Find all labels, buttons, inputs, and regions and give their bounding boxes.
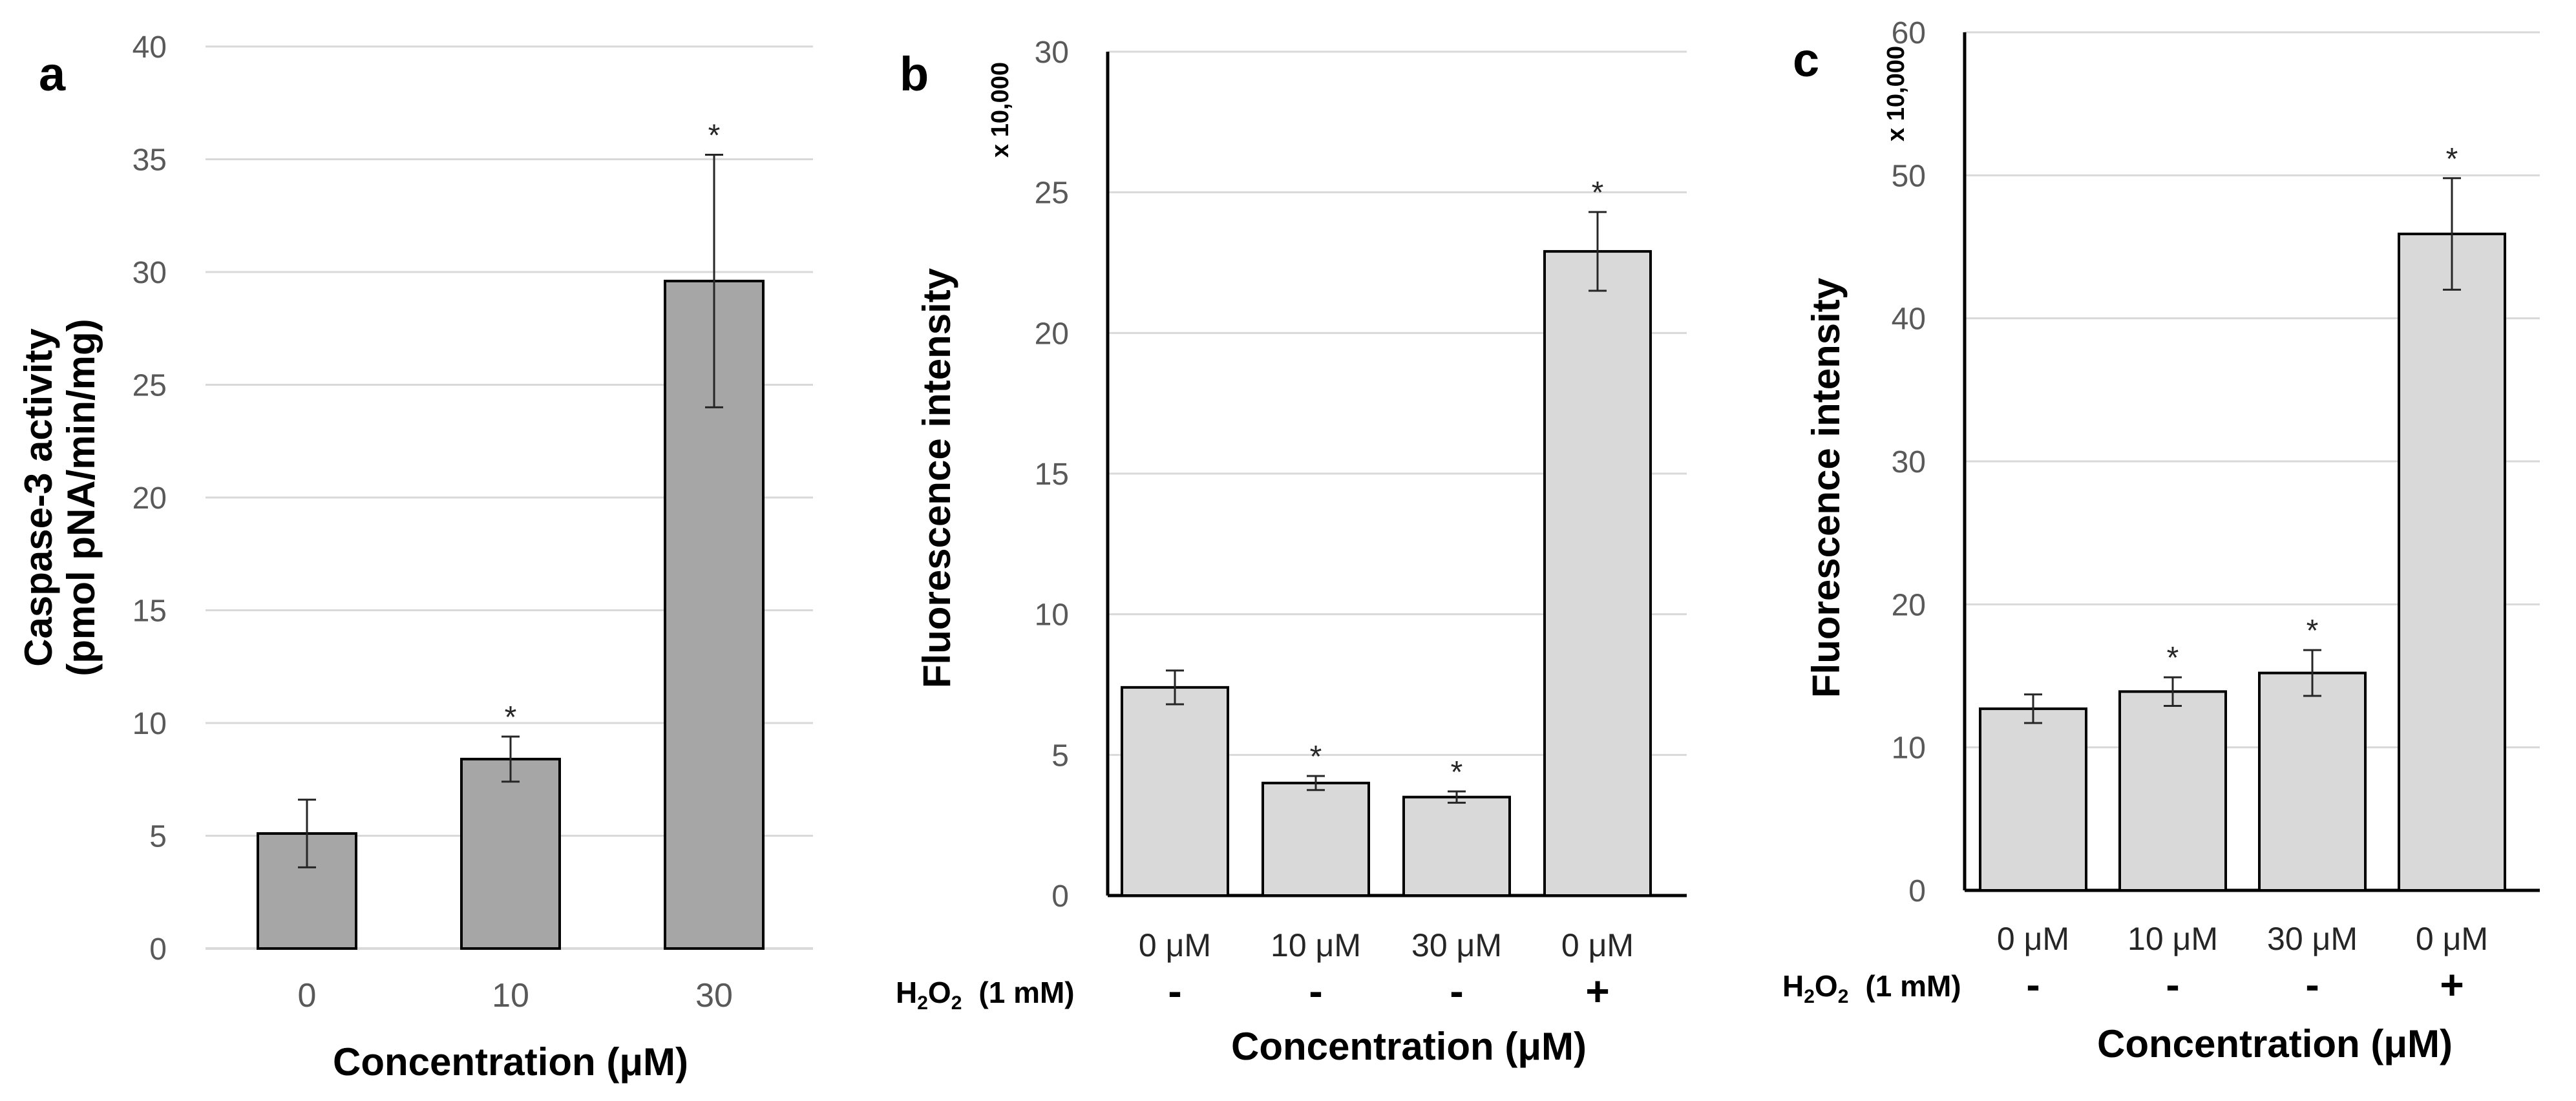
significance-marker: * (2307, 614, 2319, 648)
h2o2-treatment-sign: - (2305, 961, 2319, 1008)
y-tick-label: 15 (132, 594, 167, 629)
significance-marker: * (505, 700, 517, 735)
y-tick-label: 10 (132, 707, 167, 741)
x-tick-label: 30 μM (1411, 927, 1502, 963)
h2o2-treatment-sign: + (1585, 968, 1609, 1014)
x-tick-label: 30 μM (2267, 921, 2358, 957)
bar (1543, 250, 1652, 897)
panel-a-label: a (39, 47, 66, 101)
h2o2-h: H (1782, 969, 1804, 1003)
y-tick-label: 25 (132, 369, 167, 403)
y-tick-label: 60 (1892, 16, 1926, 50)
y-scale-multiplier: x 10,000 (987, 62, 1014, 158)
y-axis-title: (pmol pNA/min/mg) (59, 319, 103, 676)
y-tick-label: 0 (149, 932, 167, 967)
bar (1262, 781, 1370, 897)
y-tick-label: 40 (1892, 302, 1926, 337)
h2o2-h: H (896, 976, 917, 1009)
y-scale-multiplier: x 10,000 (1883, 46, 1910, 142)
h2o2-subscript: 2 (1838, 986, 1849, 1007)
x-tick-label: 0 (298, 977, 317, 1014)
y-tick-label: 5 (1051, 739, 1069, 773)
y-tick-label: 20 (1035, 317, 1069, 351)
significance-marker: * (2446, 142, 2458, 176)
x-tick-label: 0 μM (1997, 921, 2069, 957)
y-tick-label: 15 (1035, 457, 1069, 492)
bar (1121, 686, 1229, 897)
y-axis-title: Fluorescence intensity (915, 267, 958, 688)
bar (2258, 671, 2367, 892)
significance-marker: * (1310, 740, 1322, 774)
x-tick-label: 10 (492, 977, 529, 1014)
h2o2-subscript: 2 (1804, 986, 1815, 1007)
significance-marker: * (2167, 641, 2179, 675)
h2o2-o: O (1815, 969, 1838, 1003)
y-tick-label: 30 (132, 256, 167, 290)
panel-b-chart: b 0 5 10 15 20 25 30 0 μM - * 10 μM - * 30 μM - * 0 μM + H… (896, 36, 1687, 1068)
y-tick-label: 10 (1892, 731, 1926, 766)
panel-c-label: c (1793, 33, 1819, 87)
h2o2-treatment-sign: + (2440, 961, 2464, 1008)
x-tick-label: 30 (695, 977, 733, 1014)
y-tick-label: 5 (149, 820, 167, 854)
y-tick-label: 30 (1892, 445, 1926, 479)
h2o2-concentration: (1 mM) (978, 976, 1074, 1009)
y-tick-label: 50 (1892, 159, 1926, 193)
y-axis-title: Fluorescence intensity (1804, 277, 1848, 698)
significance-marker: * (1592, 176, 1604, 210)
y-tick-label: 10 (1035, 598, 1069, 633)
h2o2-treatment-sign: - (1168, 968, 1181, 1014)
y-tick-label: 35 (132, 143, 167, 178)
h2o2-concentration: (1 mM) (1865, 969, 1961, 1003)
h2o2-subscript: 2 (917, 992, 928, 1014)
h2o2-treatment-sign: - (2026, 961, 2040, 1008)
y-tick-label: 20 (132, 481, 167, 516)
y-tick-label: 20 (1892, 588, 1926, 622)
panel-c-chart: c 0 10 20 30 40 50 60 0 μM - * 10 μM - * 30 μM - * 0 μM +… (1782, 16, 2540, 1065)
bar (1979, 707, 2087, 892)
y-axis-title: Caspase-3 activity (17, 328, 60, 667)
h2o2-subscript: 2 (951, 992, 962, 1014)
panel-b-label: b (900, 47, 929, 101)
x-tick-label: 10 μM (1271, 927, 1361, 963)
h2o2-treatment-sign: - (1309, 968, 1322, 1014)
h2o2-treatment-sign: - (2166, 961, 2179, 1008)
x-axis-title: Concentration (μM) (1231, 1025, 1587, 1068)
bar (1402, 795, 1511, 897)
x-tick-label: 0 μM (2416, 921, 2488, 957)
x-axis-title: Concentration (μM) (333, 1040, 688, 1084)
x-tick-label: 10 μM (2127, 921, 2218, 957)
y-tick-label: 40 (132, 30, 167, 65)
y-tick-label: 25 (1035, 176, 1069, 211)
h2o2-label: H2O2 (1 mM) (1782, 969, 1961, 1007)
x-tick-label: 0 μM (1561, 927, 1634, 963)
y-tick-label: 0 (1051, 879, 1069, 914)
h2o2-label: H2O2 (1 mM) (896, 976, 1075, 1014)
bar (2118, 690, 2227, 892)
x-axis-title: Concentration (μM) (2097, 1022, 2453, 1065)
significance-marker: * (1451, 755, 1463, 790)
significance-marker: * (708, 119, 721, 153)
bar (460, 757, 561, 950)
y-tick-label: 30 (1035, 36, 1069, 70)
y-tick-label: 0 (1908, 874, 1926, 908)
h2o2-o: O (928, 976, 951, 1009)
bar (2398, 233, 2506, 892)
h2o2-treatment-sign: - (1450, 968, 1463, 1014)
x-tick-label: 0 μM (1139, 927, 1211, 963)
